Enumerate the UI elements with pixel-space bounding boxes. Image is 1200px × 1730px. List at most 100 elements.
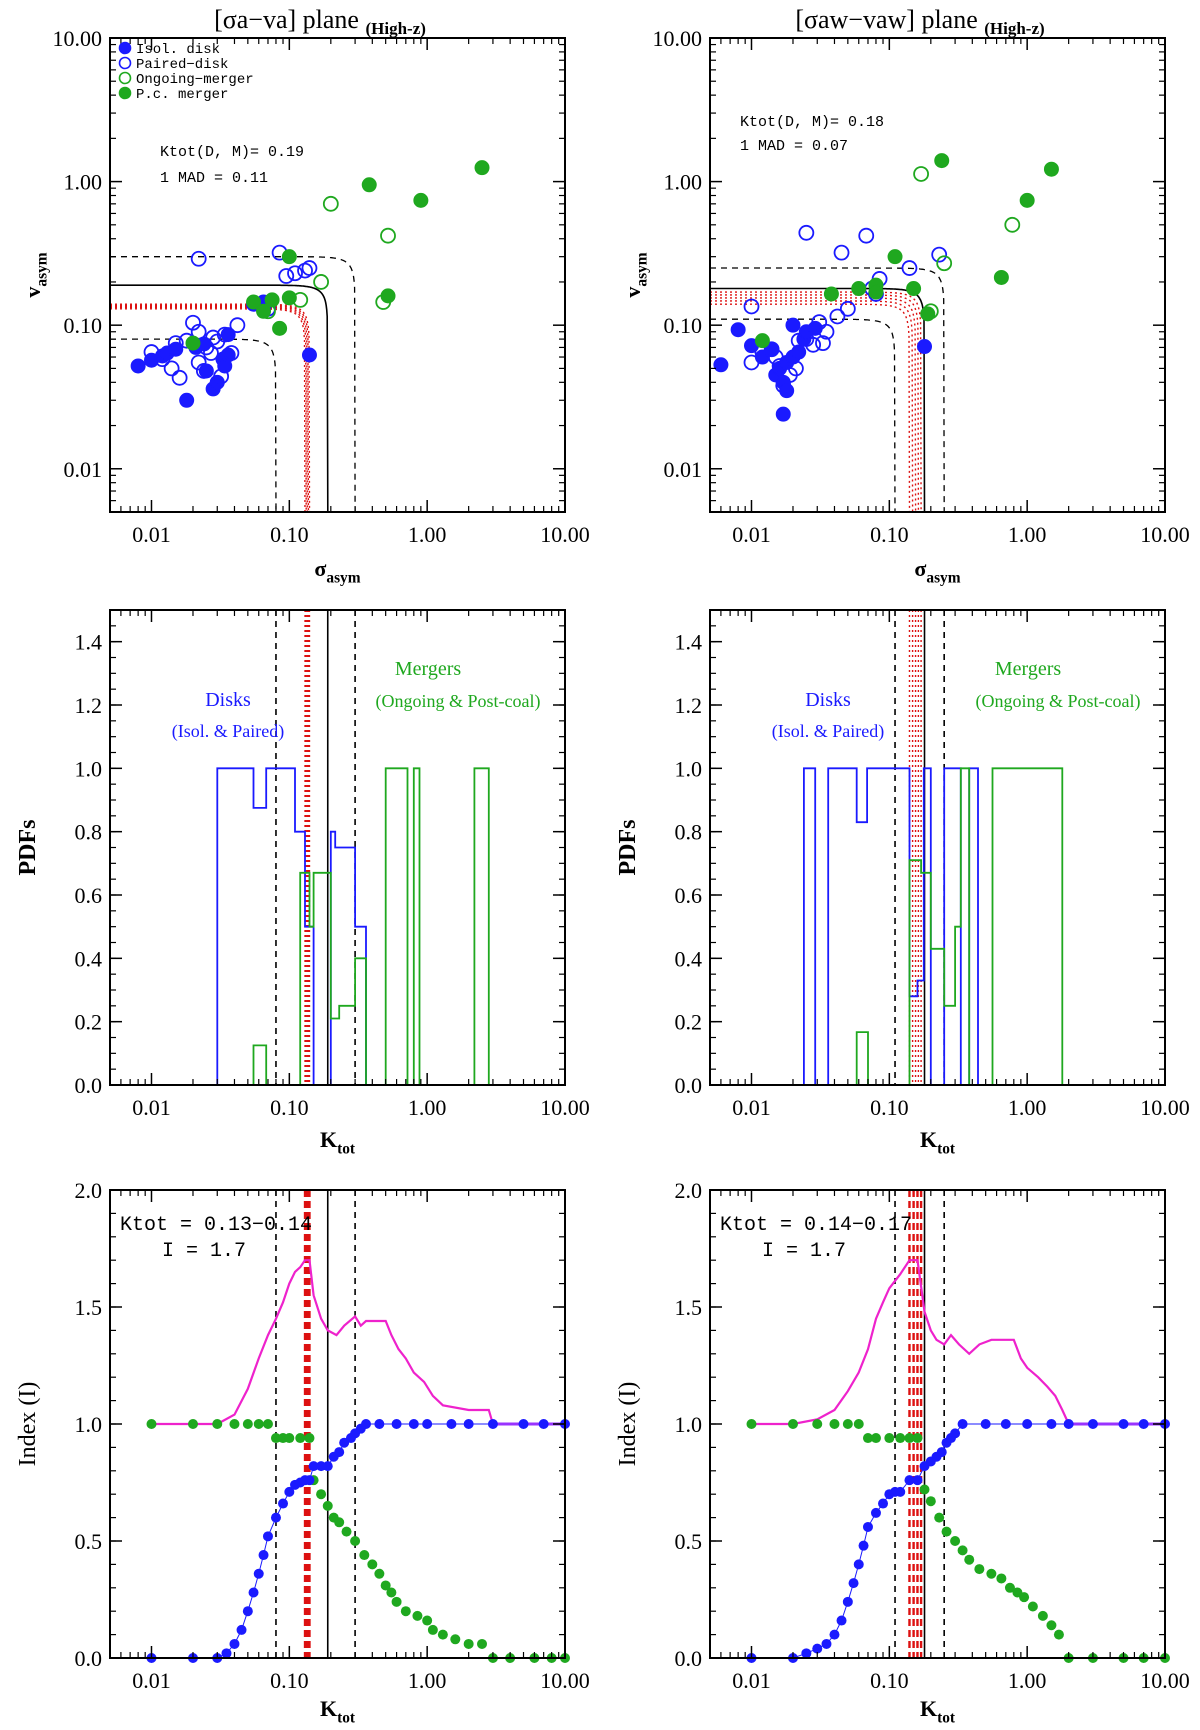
index-left-blue-point xyxy=(422,1419,433,1429)
index-right-green-point xyxy=(996,1573,1007,1584)
sv-left-xtick-label: 1.00 xyxy=(408,522,447,547)
sv-left-point-paired-disk xyxy=(190,250,207,267)
pdf-left-ytick-label: 0.0 xyxy=(75,1073,103,1098)
index-right-green-point xyxy=(904,1433,915,1444)
sv-right-ytick-label: 10.00 xyxy=(653,26,703,51)
index-right-green-point xyxy=(912,1433,923,1444)
sv-left-point-paired-disk xyxy=(301,260,318,276)
sv-right-point-p-c-merger xyxy=(906,281,922,297)
pdf-right-ytick-label: 1.2 xyxy=(675,693,703,718)
pdf-right-ytick-label: 0.0 xyxy=(675,1073,703,1098)
index-right-blue-point xyxy=(1046,1419,1057,1429)
sv-right-ytick-label: 1.00 xyxy=(664,170,703,195)
index-right-blue-point xyxy=(812,1643,823,1654)
index-left-blue-point xyxy=(374,1419,385,1429)
index-right-green-point xyxy=(1019,1592,1030,1603)
sv-right-point-isol-disk xyxy=(713,357,729,373)
legend-label-2: Ongoing−merger xyxy=(136,72,254,88)
sv-left-point-p-c-merger xyxy=(272,320,288,336)
index-left-xtick-label: 1.00 xyxy=(408,1668,447,1693)
pdf-left-ytick-label: 0.4 xyxy=(75,946,103,971)
pdf-right-ylabel: PDFs xyxy=(615,820,641,876)
sv-right-point-paired-disk xyxy=(788,360,804,377)
index-left-green-point xyxy=(350,1536,361,1546)
sv-left-point-p-c-merger xyxy=(281,290,297,306)
index-left-blue-point xyxy=(463,1419,474,1429)
index-left-blue-point xyxy=(248,1587,259,1598)
pdf-left-disks-sub: (Isol. & Paired) xyxy=(172,721,284,742)
index-left-green-point xyxy=(316,1489,327,1500)
pdf-left-ylabel: PDFs xyxy=(15,820,41,876)
index-right-blue-point xyxy=(1000,1419,1011,1429)
pdf-right-xtick-label: 0.01 xyxy=(732,1095,771,1120)
index-right-blue-point xyxy=(848,1578,859,1589)
sv-right-point-ongoing-merger xyxy=(1004,216,1021,233)
sv-left-xtick-label: 0.01 xyxy=(132,522,171,547)
legend-marker-1 xyxy=(118,56,132,70)
sv-right-point-paired-disk xyxy=(815,335,831,352)
legend-marker-2 xyxy=(118,71,132,85)
sv-left-ylabel: vasym xyxy=(20,252,51,297)
index-right-green-point xyxy=(941,1526,952,1537)
sv-right-point-paired-disk xyxy=(790,332,807,349)
index-right-blue-point xyxy=(842,1596,853,1607)
index-left-blue-point xyxy=(258,1550,269,1561)
index-left-blue-point xyxy=(518,1419,529,1429)
index-right-green-point xyxy=(964,1554,975,1565)
ktot-label-left: Ktot(D, M)= 0.19 xyxy=(160,144,304,161)
pdf-right-ytick-label: 0.4 xyxy=(675,946,703,971)
index-left-green-point xyxy=(380,1580,391,1591)
index-left-blue-point xyxy=(446,1419,457,1429)
sv-left-point-ongoing-merger xyxy=(322,195,339,212)
index-left-blue-point xyxy=(391,1419,402,1429)
sv-left-point-paired-disk xyxy=(167,335,184,352)
legend-marker-3 xyxy=(118,86,132,100)
sv-left-point-paired-disk xyxy=(287,265,303,282)
index-left-green-point xyxy=(304,1433,315,1444)
index-right-green-point xyxy=(950,1536,961,1546)
index-left-green-point xyxy=(262,1419,273,1429)
sv-left-point-paired-disk xyxy=(185,314,201,331)
sv-left-point-ongoing-merger xyxy=(313,274,329,290)
pdf-right-ytick-label: 1.0 xyxy=(675,756,703,781)
panel-title-left: [σa−va] plane (High-z) xyxy=(214,5,426,38)
index-left-green-point xyxy=(391,1596,402,1607)
index-right-ytick-label: 0.0 xyxy=(675,1646,703,1671)
sv-left-red-threshold-curve xyxy=(110,305,308,512)
index-left-blue-point xyxy=(304,1475,315,1486)
index-right-xtick-label: 0.10 xyxy=(870,1668,909,1693)
sv-right-point-isol-disk xyxy=(775,406,791,422)
sv-left-ytick-label: 0.10 xyxy=(64,313,103,338)
sv-right-point-paired-disk xyxy=(931,246,948,263)
index-right-xlabel: Ktot xyxy=(920,1696,956,1727)
index-right-blue-point xyxy=(957,1419,968,1429)
pdf-right-disks-label: Disks xyxy=(805,689,851,711)
sv-right-xtick-label: 0.10 xyxy=(870,522,909,547)
index-left-green-point xyxy=(322,1500,333,1511)
index-right-blue-point xyxy=(858,1540,869,1551)
sv-left-point-p-c-merger xyxy=(474,160,490,176)
index-right-blue-point xyxy=(862,1521,873,1532)
sv-left-ytick-label: 10.00 xyxy=(53,26,103,51)
index-left-green-point xyxy=(146,1419,157,1429)
index-left-ylabel: Index (I) xyxy=(15,1382,41,1467)
legend-label-3: P.c. merger xyxy=(136,87,228,103)
sv-left-point-paired-disk xyxy=(190,354,207,371)
index-right-blue-point xyxy=(904,1475,915,1486)
index-left-green-point xyxy=(229,1419,240,1429)
sv-right-point-p-c-merger xyxy=(1043,161,1059,177)
index-right-blue-point xyxy=(878,1498,889,1509)
legend: Isol. diskPaired−diskOngoing−mergerP.c. … xyxy=(118,41,254,103)
index-right-green-point xyxy=(1053,1629,1064,1640)
sv-right-point-paired-disk xyxy=(839,300,856,317)
mad-label-right: 1 MAD = 0.07 xyxy=(740,138,848,155)
index-right-ylabel: Index (I) xyxy=(615,1382,641,1467)
index-left-xtick-label: 10.00 xyxy=(540,1668,590,1693)
pdf-right-step-mergers xyxy=(710,767,1064,1085)
index-left-blue-point xyxy=(361,1419,372,1429)
index-right-xtick-label: 1.00 xyxy=(1008,1668,1047,1693)
sv-right-xtick-label: 1.00 xyxy=(1008,522,1047,547)
index-right-blue-point xyxy=(950,1428,961,1439)
sv-right-point-paired-disk xyxy=(743,354,760,371)
index-left-green-point xyxy=(212,1419,223,1429)
